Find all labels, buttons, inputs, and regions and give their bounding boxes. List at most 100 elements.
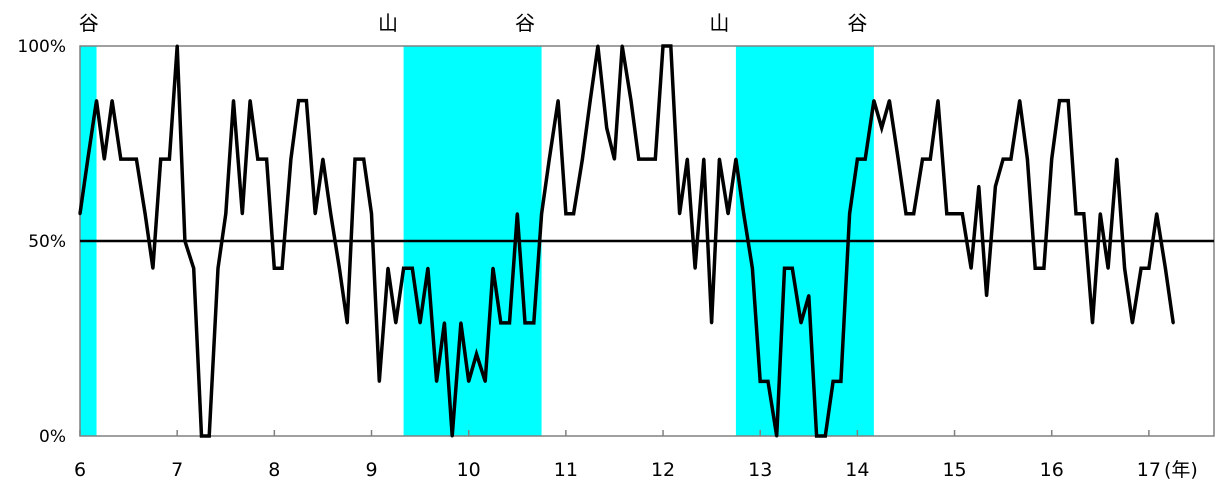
data-point (960, 212, 964, 216)
data-point (831, 379, 835, 383)
data-point (629, 99, 633, 103)
data-point (880, 126, 884, 130)
data-point (669, 44, 673, 48)
data-point (985, 294, 989, 298)
data-point (345, 321, 349, 325)
data-point (192, 266, 196, 270)
data-point (790, 266, 794, 270)
phase-markers: 谷山谷山谷 (79, 11, 868, 35)
data-point (167, 157, 171, 161)
phase-marker: 谷 (515, 11, 535, 35)
data-point (304, 99, 308, 103)
data-point (183, 239, 187, 243)
data-point (321, 157, 325, 161)
data-point (1155, 212, 1159, 216)
data-point (426, 266, 430, 270)
data-point (872, 99, 876, 103)
data-point (734, 157, 738, 161)
data-point (564, 212, 568, 216)
data-point (612, 157, 616, 161)
data-point (1018, 99, 1022, 103)
data-point (556, 99, 560, 103)
data-point (386, 266, 390, 270)
data-point (766, 379, 770, 383)
data-point (1163, 266, 1167, 270)
data-point (119, 157, 123, 161)
data-point (1009, 157, 1013, 161)
data-point (969, 266, 973, 270)
data-point (912, 212, 916, 216)
data-point (815, 434, 819, 438)
data-point (102, 157, 106, 161)
y-tick-label: 100% (17, 37, 66, 57)
data-point (1050, 157, 1054, 161)
data-point (499, 321, 503, 325)
data-point (134, 157, 138, 161)
y-tick-label: 0% (39, 427, 66, 447)
data-point (596, 44, 600, 48)
data-point (580, 157, 584, 161)
data-point (693, 266, 697, 270)
data-point (402, 266, 406, 270)
data-point (807, 294, 811, 298)
data-point (896, 157, 900, 161)
data-point (1123, 266, 1127, 270)
data-point (450, 434, 454, 438)
data-point (540, 212, 544, 216)
x-tick-label: 12 (651, 459, 675, 481)
data-point (588, 99, 592, 103)
data-point (475, 352, 478, 356)
x-tick-marks (79, 430, 1150, 436)
phase-marker: 谷 (847, 11, 867, 35)
phase-marker: 山 (709, 11, 729, 35)
phase-marker: 山 (378, 11, 398, 35)
data-point (904, 212, 908, 216)
x-tick-label: 10 (457, 459, 481, 481)
data-point (224, 212, 228, 216)
data-point (823, 434, 827, 438)
data-point (1171, 321, 1175, 325)
data-point (175, 44, 179, 48)
data-point (1091, 321, 1094, 325)
data-point (1147, 266, 1151, 270)
data-point (256, 157, 260, 161)
x-tick-labels: 6 7 8 9 10 11 12 13 14 15 16 17 (74, 459, 1161, 481)
data-point (370, 212, 373, 216)
data-point (1082, 212, 1086, 216)
y-tick-label: 50% (28, 232, 66, 252)
data-point (1074, 212, 1078, 216)
data-point (159, 157, 163, 161)
x-axis-unit-label: (年) (1164, 459, 1198, 481)
data-point (848, 212, 852, 216)
data-point (1066, 99, 1070, 103)
data-point (710, 321, 714, 325)
data-point (572, 212, 576, 216)
data-point (921, 157, 924, 161)
data-point (945, 212, 949, 216)
data-point (953, 212, 957, 216)
x-tick-label: 17 (1137, 459, 1161, 481)
data-point (605, 126, 609, 130)
data-point (515, 212, 519, 216)
data-point (232, 99, 235, 103)
data-point (547, 157, 551, 161)
x-tick-label: 6 (74, 459, 86, 481)
data-point (977, 184, 981, 188)
data-point (685, 157, 689, 161)
data-point (1025, 157, 1029, 161)
data-point (620, 44, 624, 48)
data-point (297, 99, 301, 103)
data-point (993, 184, 997, 188)
data-point (337, 266, 341, 270)
data-point (799, 321, 803, 325)
data-point (532, 321, 536, 325)
data-point (1106, 266, 1110, 270)
data-point (467, 379, 471, 383)
data-point (1001, 157, 1005, 161)
data-point (216, 266, 220, 270)
data-point (86, 157, 90, 161)
data-point (928, 157, 932, 161)
data-point (410, 266, 414, 270)
data-point (783, 266, 786, 270)
data-point (329, 212, 333, 216)
